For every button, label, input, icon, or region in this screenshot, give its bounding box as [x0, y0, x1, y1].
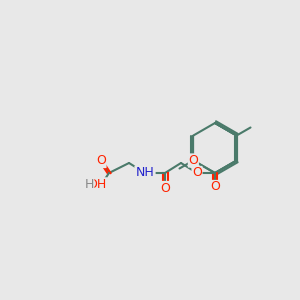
Text: NH: NH [136, 167, 154, 179]
Text: O: O [210, 181, 220, 194]
Text: O: O [192, 167, 202, 179]
Text: H: H [84, 178, 94, 191]
Text: O: O [96, 154, 106, 167]
Text: OH: OH [87, 178, 106, 191]
Text: O: O [188, 154, 198, 167]
Text: O: O [160, 182, 170, 194]
